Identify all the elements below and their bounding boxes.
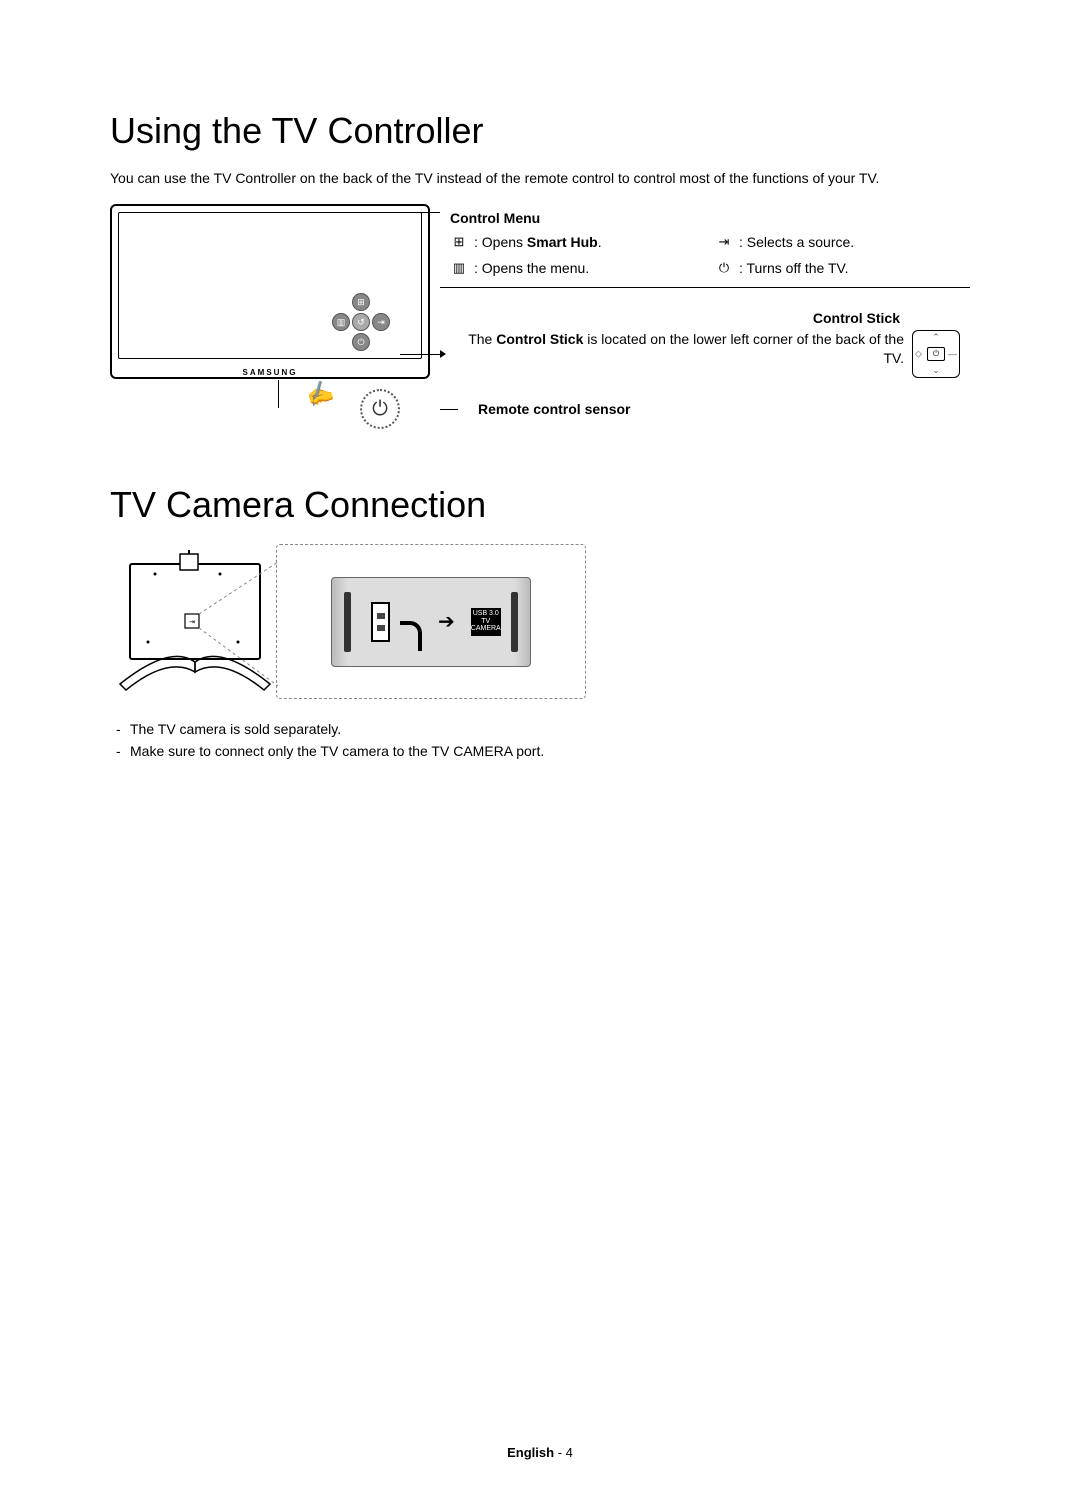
cluster-smart-hub-icon: ⊞ [352,293,370,311]
control-menu-text: : Opens Smart Hub. [474,234,602,250]
footer-separator: - [554,1445,566,1460]
leader-arrow-icon [440,350,446,358]
control-menu-text: : Opens the menu. [474,260,589,276]
control-stick-heading: Control Stick [450,310,960,326]
svg-text:⇥: ⇥ [189,619,195,626]
page-footer: English - 4 [0,1445,1080,1460]
port-panel: ➔ USB 3.0 TV CAMERA [331,577,531,667]
footer-page-number: 4 [566,1445,573,1460]
control-stick-box: Control Stick The Control Stick is locat… [440,310,970,378]
arrow-right-icon: ➔ [438,609,455,634]
tv-brand-label: SAMSUNG [243,368,298,377]
port-zoom-box: ➔ USB 3.0 TV CAMERA [276,544,586,699]
leader-line [278,380,279,408]
smart-hub-icon: ⊞ [450,235,468,249]
control-menu-item: ⏻ : Turns off the TV. [715,260,960,276]
chevron-right-icon: — [948,349,957,359]
camera-notes: The TV camera is sold separately. Make s… [110,721,970,759]
usb-cable-icon [400,621,422,651]
control-menu-text: : Selects a source. [739,234,854,250]
note-item: Make sure to connect only the TV camera … [110,743,970,759]
control-stick-text: The Control Stick is located on the lowe… [450,330,904,368]
menu-icon: ▥ [450,261,468,275]
footer-language: English [507,1445,554,1460]
control-menu-grid: ⊞ : Opens Smart Hub. ⇥ : Selects a sourc… [450,234,960,276]
control-menu-box: Control Menu ⊞ : Opens Smart Hub. ⇥ : Se… [440,204,970,288]
section2-title: TV Camera Connection [110,484,970,526]
chevron-down-icon: ⌄ [932,365,940,376]
control-menu-item: ⇥ : Selects a source. [715,234,960,250]
section1-intro: You can use the TV Controller on the bac… [110,170,970,186]
cluster-menu-icon: ▥ [332,313,350,331]
tv-back-illustration: ⇥ [110,544,280,694]
leader-line [400,354,440,355]
usb-plug-icon [371,602,390,642]
tv-controller-diagram: SAMSUNG ⊞ ▥ ↺ ⇥ ⏻ Control Menu ⊞ : Opens… [110,204,970,429]
cluster-power-icon: ⏻ [352,333,370,351]
remote-sensor-label: Remote control sensor [468,401,630,417]
remote-hand-icon: ✍ [302,377,337,411]
note-item: The TV camera is sold separately. [110,721,970,737]
source-icon: ⇥ [715,235,733,249]
panel-slot [511,592,518,652]
tv-frame-illustration: SAMSUNG ⊞ ▥ ↺ ⇥ ⏻ [110,204,430,379]
power-ring-icon: ⏻ ✍ [360,389,400,429]
dpad-illustration: ⌃ ⌄ ◇ — ⏻ [912,330,960,378]
control-menu-text: : Turns off the TV. [739,260,848,276]
chevron-left-icon: ◇ [915,349,922,360]
control-stick-cluster: ⊞ ▥ ↺ ⇥ ⏻ [332,293,390,351]
power-off-icon: ⏻ [715,261,733,275]
chevron-up-icon: ⌃ [932,332,940,343]
panel-slot [344,592,351,652]
control-menu-item: ▥ : Opens the menu. [450,260,695,276]
camera-connection-diagram: ⇥ ➔ USB 3.0 TV CAMERA [110,544,970,699]
cluster-return-icon: ↺ [352,313,370,331]
tv-camera-port-label: USB 3.0 TV CAMERA [471,608,501,636]
control-menu-item: ⊞ : Opens Smart Hub. [450,234,695,250]
cluster-source-icon: ⇥ [372,313,390,331]
control-menu-heading: Control Menu [450,210,960,226]
remote-sensor-illustration: ⏻ ✍ [110,389,430,429]
power-center-icon: ⏻ [927,347,945,361]
section1-title: Using the TV Controller [110,110,970,152]
leader-line [366,212,440,213]
leader-line [440,409,458,410]
